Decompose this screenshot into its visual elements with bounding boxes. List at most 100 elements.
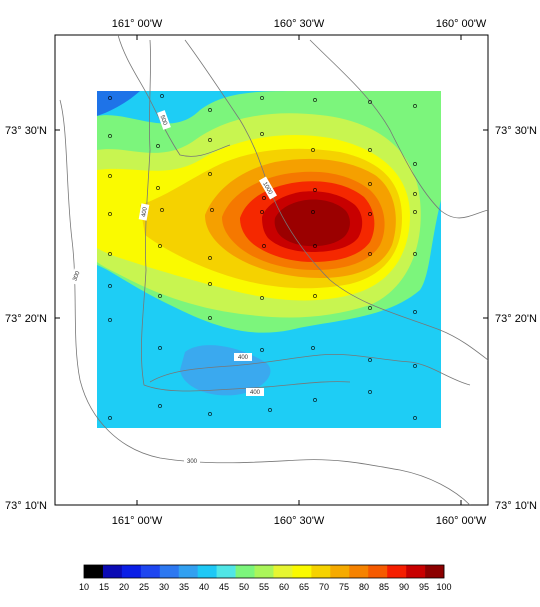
- colorbar-tick-label: 50: [239, 582, 249, 592]
- station-marker: [368, 358, 372, 362]
- colorbar-tick-label: 100: [436, 582, 451, 592]
- station-marker: [108, 96, 112, 100]
- station-marker: [413, 364, 417, 368]
- colorbar-swatch: [425, 565, 445, 578]
- station-marker: [208, 172, 212, 176]
- station-marker: [368, 306, 372, 310]
- colorbar: 10 15 20 25 30 35 40 45 50 55 60 65 70 75 80 85 90 95 100: [79, 564, 452, 592]
- station-marker: [260, 210, 264, 214]
- station-marker: [313, 294, 317, 298]
- station-marker: [260, 96, 264, 100]
- station-marker: [313, 398, 317, 402]
- station-marker: [413, 192, 417, 196]
- colorbar-swatch: [216, 565, 236, 578]
- station-marker: [108, 212, 112, 216]
- colorbar-tick-label: 15: [99, 582, 109, 592]
- colorbar-tick-label: 90: [399, 582, 409, 592]
- contour-labels: 500 1000 400 300 400 400 300: [69, 110, 277, 465]
- station-marker: [413, 310, 417, 314]
- station-marker: [208, 412, 212, 416]
- station-marker: [208, 282, 212, 286]
- contour-400-west: [141, 39, 351, 392]
- colorbar-tick-label: 75: [339, 582, 349, 592]
- colorbar-tick-label: 55: [259, 582, 269, 592]
- station-marker: [160, 94, 164, 98]
- contour-label-bg-300-west: [69, 267, 83, 285]
- colorbar-swatch: [197, 565, 217, 578]
- station-marker: [208, 256, 212, 260]
- station-marker: [311, 148, 315, 152]
- station-marker: [413, 210, 417, 214]
- colorbar-swatch: [406, 565, 426, 578]
- colorbar-swatch: [102, 565, 123, 578]
- station-marker: [158, 294, 162, 298]
- contour-400-south: [149, 353, 471, 386]
- colorbar-swatch: [368, 565, 388, 578]
- station-marker: [413, 162, 417, 166]
- station-marker: [158, 404, 162, 408]
- station-marker: [368, 148, 372, 152]
- station-marker: [368, 212, 372, 216]
- station-marker: [108, 252, 112, 256]
- colorbar-tick-label: 25: [139, 582, 149, 592]
- station-marker: [268, 408, 272, 412]
- colorbar-tick-label: 95: [419, 582, 429, 592]
- station-marker: [158, 244, 162, 248]
- station-marker: [313, 244, 317, 248]
- contour-label-bg-400-west: [138, 203, 150, 221]
- colorbar-swatch: [273, 565, 293, 578]
- station-marker: [108, 134, 112, 138]
- colorbar-swatch: [159, 565, 180, 578]
- station-marker: [311, 210, 315, 214]
- station-marker: [156, 186, 160, 190]
- lat-label-right-7330: 73° 30'N: [495, 125, 537, 137]
- bathymetry-contours: [59, 35, 488, 505]
- colorbar-tick-label: 30: [159, 582, 169, 592]
- station-marker: [311, 346, 315, 350]
- sampling-stations: [108, 94, 417, 420]
- contour-label-bg-300-south: [184, 457, 200, 465]
- colorbar-tick-label: 45: [219, 582, 229, 592]
- contour-label-400-south: 400: [250, 390, 261, 396]
- station-marker: [108, 174, 112, 178]
- station-marker: [108, 318, 112, 322]
- station-marker: [368, 252, 372, 256]
- station-marker: [262, 196, 266, 200]
- station-marker: [260, 132, 264, 136]
- contour-label-bg-1000: [259, 176, 277, 200]
- colorbar-tick-label: 65: [299, 582, 309, 592]
- colorbar-swatch: [121, 565, 142, 578]
- contour-label-bg-400-south: [246, 388, 264, 396]
- colorbar-tick-label: 35: [179, 582, 189, 592]
- station-marker: [208, 316, 212, 320]
- contour-1000: [184, 39, 488, 361]
- station-marker: [260, 296, 264, 300]
- lat-label-left-7320: 73° 20'N: [5, 313, 47, 325]
- colorbar-tick-label: 80: [359, 582, 369, 592]
- station-marker: [208, 138, 212, 142]
- lon-label-top-16030: 160° 30'W: [274, 18, 325, 30]
- station-marker: [108, 416, 112, 420]
- contour-label-500: 500: [159, 115, 168, 127]
- station-marker: [413, 104, 417, 108]
- contour-label-300-south: 300: [187, 459, 198, 465]
- colorbar-swatch: [349, 565, 369, 578]
- colorbar-swatch: [178, 565, 198, 578]
- contour-label-bg-400-mid: [234, 353, 252, 361]
- lon-label-top-161: 161° 00'W: [112, 18, 163, 30]
- field-topleft-corner: [97, 91, 140, 116]
- lon-label-bottom-161: 161° 00'W: [112, 515, 163, 527]
- lon-label-bottom-160: 160° 00'W: [436, 515, 487, 527]
- station-marker: [210, 208, 214, 212]
- station-marker: [262, 244, 266, 248]
- lat-label-left-7330: 73° 30'N: [5, 125, 47, 137]
- lat-label-right-7310: 73° 10'N: [495, 500, 537, 512]
- contour-label-400-west: 400: [141, 206, 149, 218]
- station-marker: [108, 284, 112, 288]
- contour-label-bg-500: [157, 110, 171, 130]
- colorbar-tick-label: 10: [79, 582, 89, 592]
- colorbar-tick-label: 20: [119, 582, 129, 592]
- contour-label-400-mid: 400: [238, 355, 249, 361]
- station-marker: [368, 390, 372, 394]
